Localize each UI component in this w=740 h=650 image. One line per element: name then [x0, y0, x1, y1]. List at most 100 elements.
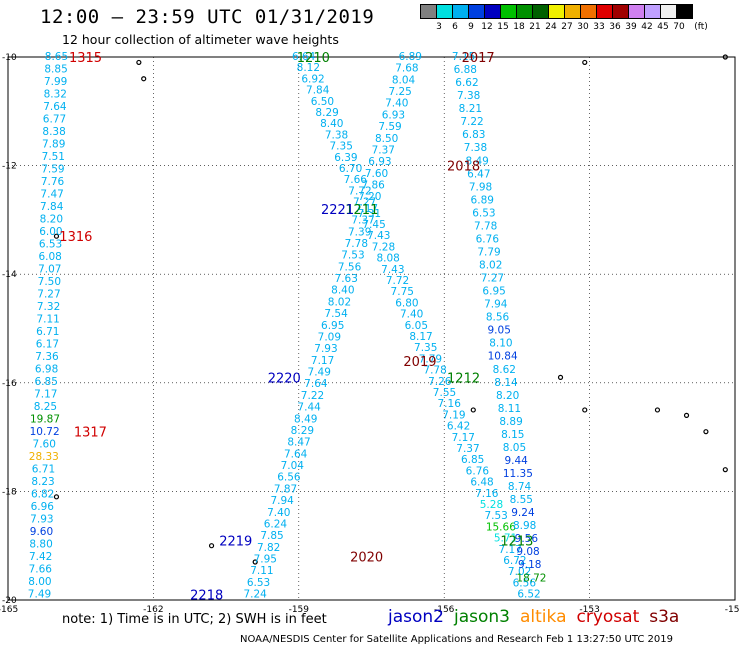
swh-value: 7.04 [281, 460, 305, 472]
swh-value: 6.83 [462, 129, 485, 141]
swh-value: 7.17 [311, 355, 334, 367]
colorbar-tick-label: 15 [497, 22, 509, 32]
y-tick-label: -14 [2, 270, 17, 280]
swh-value: 7.50 [38, 276, 61, 288]
swh-value: 7.27 [353, 197, 376, 209]
mission-legend: jason2 jason3 altika cryosat s3a [388, 607, 689, 627]
swh-value: 8.08 [376, 253, 399, 265]
swh-value: 7.95 [254, 554, 277, 566]
swh-value: 8.29 [291, 425, 314, 437]
pass-label: 1211 [345, 203, 378, 218]
plot-frame [7, 56, 736, 601]
island-outline [470, 407, 476, 413]
swh-value: 6.56 [277, 472, 301, 484]
swh-value: 6.89 [471, 194, 494, 206]
swh-value: 7.78 [345, 238, 368, 250]
swh-value: 7.37 [456, 443, 479, 455]
swh-value: 9.24 [511, 507, 535, 519]
swh-value: 7.53 [484, 510, 507, 522]
swh-value: 7.22 [301, 390, 324, 402]
swh-value: 7.66 [344, 174, 368, 186]
swh-value: 7.19 [442, 409, 465, 421]
swh-value: 6.17 [36, 339, 59, 351]
swh-value: 8.38 [42, 126, 65, 138]
swh-value: 7.15 [452, 51, 475, 63]
swh-value: 6.08 [38, 251, 61, 263]
swh-value: 8.65 [45, 51, 68, 63]
swh-value: 7.75 [391, 286, 414, 298]
swh-value: 7.72 [386, 275, 409, 287]
swh-value: 7.64 [284, 448, 308, 460]
swh-value: 7.51 [42, 151, 65, 163]
swh-value: 6.70 [339, 163, 362, 175]
colorbar-tick-label: 24 [545, 22, 557, 32]
swh-value: 6.64 [292, 51, 316, 63]
colorbar-tick-label: 39 [625, 22, 637, 32]
swh-value: 6.77 [43, 114, 66, 126]
swh-value: 6.62 [455, 77, 478, 89]
swh-value: 7.27 [481, 273, 504, 285]
swh-value: 7.17 [355, 203, 378, 215]
colorbar-tick-label: 36 [609, 22, 621, 32]
swh-value: 8.20 [496, 390, 519, 402]
swh-value: 7.25 [388, 86, 411, 98]
colorbar-tick-label: 45 [657, 22, 669, 32]
swh-value: 8.21 [459, 103, 482, 115]
swh-value: 7.09 [318, 331, 341, 343]
swh-value: 7.43 [367, 230, 390, 242]
island-outline [582, 407, 588, 413]
swh-value: 10.84 [488, 351, 518, 363]
swh-value: 15.66 [486, 521, 516, 533]
swh-value: 9.56 [515, 533, 539, 545]
swh-value: 8.00 [28, 576, 51, 588]
swh-value: 7.47 [40, 189, 63, 201]
pass-label: 1210 [297, 51, 330, 66]
swh-value: 7.68 [395, 63, 418, 75]
swh-value: 6.85 [35, 376, 58, 388]
colorbar-unit: (ft) [694, 22, 708, 32]
swh-value: 9.05 [488, 325, 511, 337]
swh-value: 6.53 [472, 207, 495, 219]
swh-value: 7.16 [475, 488, 499, 500]
swh-value: 7.40 [385, 98, 408, 110]
swh-value: 7.98 [469, 181, 492, 193]
island-outline [683, 412, 690, 418]
legend-entry-s3a: s3a [649, 607, 680, 627]
swh-value: 6.72 [503, 555, 526, 567]
swh-value: 7.94 [270, 495, 294, 507]
colorbar-tick-label: 42 [641, 22, 653, 32]
colorbar-swatches [420, 4, 693, 19]
swh-value: 6.95 [482, 286, 505, 298]
swh-value: 7.35 [330, 141, 353, 153]
swh-value: 7.40 [400, 309, 423, 321]
pass-label: 2219 [219, 534, 252, 549]
swh-value: 9.44 [504, 455, 528, 467]
swh-value: 7.59 [378, 121, 401, 133]
swh-value: 6.52 [517, 589, 540, 601]
swh-value: 8.55 [510, 494, 533, 506]
swh-value: 6.96 [31, 501, 55, 513]
pass-label: 2221 [321, 203, 354, 218]
island-outline [654, 407, 661, 413]
swh-value: 8.62 [493, 364, 516, 376]
swh-value: 8.23 [31, 476, 54, 488]
colorbar-tick-label: 9 [468, 22, 474, 32]
swh-value: 28.33 [29, 451, 59, 463]
pass-label: 1316 [59, 230, 92, 245]
swh-value: 7.38 [464, 142, 487, 154]
swh-value: 7.55 [433, 387, 456, 399]
swh-value: 7.28 [372, 241, 395, 253]
swh-value: 7.60 [33, 439, 56, 451]
swh-value: 7.53 [341, 250, 364, 262]
swh-value: 7.22 [460, 116, 483, 128]
swh-value: 8.80 [29, 539, 52, 551]
swh-value: 6.76 [476, 233, 500, 245]
swh-value: 10.72 [30, 426, 60, 438]
swh-value: 8.40 [320, 118, 343, 130]
swh-value: 8.15 [501, 429, 524, 441]
colorbar-tick-label: 6 [452, 22, 458, 32]
y-tick-label: -16 [2, 379, 17, 389]
x-tick-label: -156 [434, 605, 455, 615]
swh-value: 6.98 [35, 364, 58, 376]
island-outline [136, 59, 142, 66]
